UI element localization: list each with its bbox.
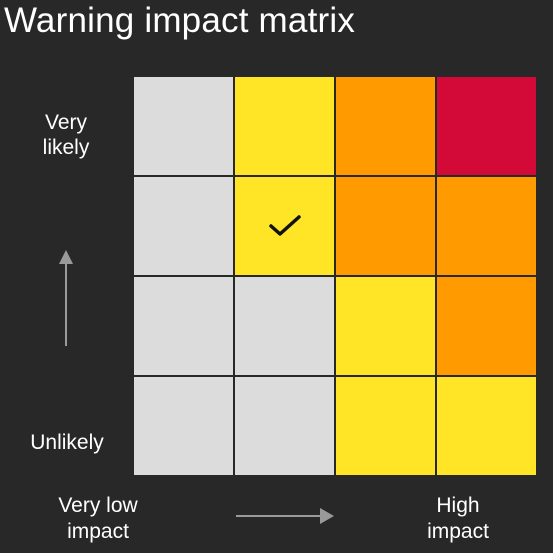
matrix-cell-r1-c3-orange xyxy=(437,177,536,275)
x-axis-right-label: High impact xyxy=(408,493,508,545)
matrix-cell-r0-c3-red xyxy=(437,77,536,175)
check-icon xyxy=(268,214,302,238)
matrix-cell-r2-c0-grey xyxy=(134,277,233,375)
matrix-cell-r3-c2-yellow xyxy=(336,377,435,475)
impact-matrix xyxy=(134,77,538,477)
matrix-cell-r3-c1-grey xyxy=(235,377,334,475)
matrix-cell-r0-c0-grey xyxy=(134,77,233,175)
y-axis-bottom-label: Unlikely xyxy=(30,431,104,454)
matrix-cell-r0-c1-yellow xyxy=(235,77,334,175)
matrix-cell-r1-c0-grey xyxy=(134,177,233,275)
y-axis-top-label-line2: likely xyxy=(42,136,90,159)
x-axis-right-label-line1: High xyxy=(436,494,480,517)
x-axis-left-label: Very low impact xyxy=(40,493,156,545)
page-title: Warning impact matrix xyxy=(4,1,356,40)
matrix-cell-r1-c1-yellow xyxy=(235,177,334,275)
matrix-cell-r3-c0-grey xyxy=(134,377,233,475)
y-axis-top-label-line1: Very xyxy=(44,111,88,134)
arrow-up-icon xyxy=(58,248,74,353)
matrix-cell-r2-c3-orange xyxy=(437,277,536,375)
matrix-cell-r1-c2-orange xyxy=(336,177,435,275)
x-axis-left-label-line1: Very low xyxy=(58,494,138,517)
matrix-cell-r0-c2-orange xyxy=(336,77,435,175)
arrow-right-icon xyxy=(236,506,336,531)
y-axis-top-label: Very likely xyxy=(26,110,106,160)
x-axis-right-label-line2: impact xyxy=(427,520,489,543)
matrix-cell-r2-c2-yellow xyxy=(336,277,435,375)
matrix-cell-r2-c1-grey xyxy=(235,277,334,375)
x-axis-left-label-line2: impact xyxy=(67,520,129,543)
matrix-cell-r3-c3-yellow xyxy=(437,377,536,475)
